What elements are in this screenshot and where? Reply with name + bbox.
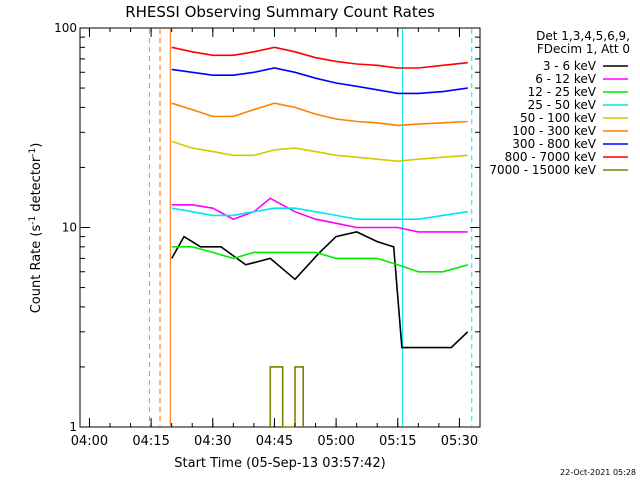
time-markers [148, 29, 473, 426]
y-tick-label: 100 [54, 21, 77, 35]
series-line-100-300-keV [171, 102, 468, 127]
legend-entry-label: 7000 - 15000 keV [489, 163, 596, 177]
legend-entry-label: 25 - 50 keV [528, 98, 597, 112]
series-line-7000-15000-keV [269, 366, 305, 428]
x-tick-label: 05:00 [317, 434, 354, 449]
legend-entry-label: 800 - 7000 keV [505, 150, 597, 164]
series-line-6-12-keV [171, 197, 468, 233]
render-timestamp: 22-Oct-2021 05:28 [560, 468, 636, 477]
legend-entry-label: 6 - 12 keV [535, 72, 597, 86]
x-tick-label: 04:15 [132, 434, 169, 449]
legend-header-line-1: Det 1,3,4,5,6,9, [536, 29, 630, 43]
x-tick-label: 05:30 [441, 434, 478, 449]
legend-entry-label: 12 - 25 keV [528, 85, 597, 99]
series-line-3-6-keV [171, 231, 469, 349]
y-tick-label: 10 [62, 221, 77, 235]
x-tick-label: 04:00 [71, 434, 108, 449]
series-line-50-100-keV [171, 140, 468, 163]
x-axis: 04:00 04:15 04:30 04:45 05:00 05:15 05:30 [71, 28, 481, 449]
x-axis-label: Start Time (05-Sep-13 03:57:42) [174, 456, 385, 471]
series-line-800-7000-keV [171, 46, 468, 69]
legend-header-line-2: FDecim 1, Att 0 [537, 42, 630, 56]
y-axis-label: Count Rate (s-1 detector-1) [28, 143, 44, 314]
legend-entry-label: 100 - 300 keV [512, 124, 596, 138]
chart-title: RHESSI Observing Summary Count Rates [125, 3, 435, 21]
y-tick-label: 1 [69, 420, 77, 434]
series-lines [171, 46, 469, 428]
series-line-12-25-keV [171, 246, 468, 273]
legend-entry-label: 3 - 6 keV [543, 59, 597, 73]
y-axis: 1 10 100 [54, 21, 480, 434]
x-tick-label: 05:15 [379, 434, 416, 449]
legend-entry-label: 50 - 100 keV [520, 111, 597, 125]
x-tick-label: 04:30 [194, 434, 231, 449]
legend-entry-label: 300 - 800 keV [512, 137, 596, 151]
x-tick-label: 04:45 [256, 434, 293, 449]
series-line-300-800-keV [171, 67, 468, 95]
series-line-25-50-keV [171, 207, 468, 220]
